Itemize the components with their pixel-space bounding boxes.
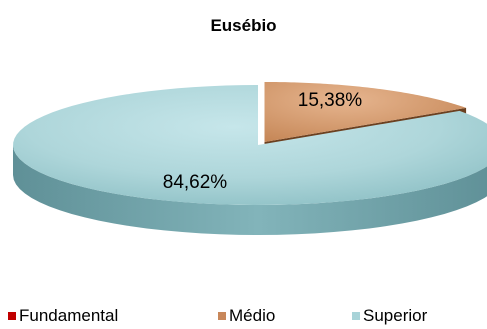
legend-item-medio: Médio [218,305,275,327]
legend: Fundamental Médio Superior [0,305,487,327]
data-label-medio: 15,38% [298,90,363,111]
pie-slice-medio [264,81,467,142]
legend-label-superior: Superior [363,306,428,325]
legend-label-medio: Médio [229,306,276,325]
pie-slice-superior [13,85,487,205]
pie-chart: 15,38% 84,62% [13,81,487,235]
legend-swatch-superior [352,312,360,320]
legend-swatch-fundamental [8,312,16,320]
legend-label-fundamental: Fundamental [19,306,119,325]
chart-title: Eusébio [210,16,277,35]
legend-item-fundamental: Fundamental [8,305,118,327]
legend-swatch-medio [218,312,226,320]
legend-item-superior: Superior [352,305,427,327]
data-label-superior: 84,62% [163,172,228,193]
pie-side-superior [13,145,487,235]
